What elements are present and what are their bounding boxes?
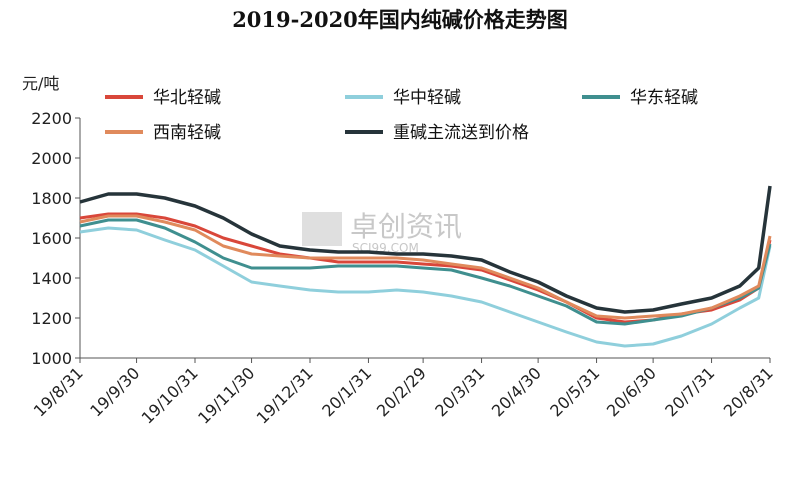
x-tick-label: 19/9/30 — [86, 363, 143, 420]
legend-label-3: 华东轻碱 — [630, 88, 698, 108]
y-tick-label: 1200 — [31, 309, 72, 328]
y-tick-label: 2200 — [31, 109, 72, 128]
x-tick-label: 19/8/31 — [30, 363, 87, 420]
watermark-logo — [302, 212, 342, 246]
y-axis: 1000 1200 1400 1600 1800 2000 2200 — [31, 109, 81, 368]
y-tick-label: 1400 — [31, 269, 72, 288]
x-tick-label: 20/4/30 — [488, 363, 545, 420]
x-tick-label: 20/1/31 — [318, 363, 375, 420]
series-lines — [79, 185, 772, 348]
legend-label-4: 西南轻碱 — [153, 123, 221, 143]
y-tick-label: 1800 — [31, 189, 72, 208]
y-tick-label: 2000 — [31, 149, 72, 168]
x-tick-label: 19/12/31 — [253, 363, 317, 427]
legend-label-5: 重碱主流送到价格 — [393, 123, 529, 143]
series-line-4 — [79, 214, 772, 320]
chart-title: 2019-2020年国内纯碱价格走势图 — [232, 7, 568, 32]
watermark: 卓创资讯 SCI99.COM — [302, 210, 462, 255]
watermark-text: 卓创资讯 — [350, 210, 462, 243]
y-tick-label: 1000 — [31, 349, 72, 368]
x-tick-label: 20/7/31 — [661, 363, 718, 420]
x-tick-label: 20/8/31 — [720, 363, 777, 420]
legend-label-1: 华北轻碱 — [153, 88, 221, 108]
series-line-5 — [79, 185, 772, 314]
y-axis-unit-label: 元/吨 — [22, 74, 60, 93]
series-line-3 — [79, 218, 772, 326]
x-tick-label: 20/5/31 — [546, 363, 603, 420]
series-line-2 — [79, 226, 772, 348]
x-tick-label: 20/6/30 — [603, 363, 660, 420]
x-tick-label: 20/2/29 — [373, 363, 430, 420]
x-tick-label: 20/3/31 — [431, 363, 488, 420]
x-tick-label: 19/10/31 — [138, 363, 202, 427]
x-tick-label: 19/11/30 — [194, 363, 258, 427]
legend-label-2: 华中轻碱 — [393, 88, 461, 108]
y-tick-label: 1600 — [31, 229, 72, 248]
